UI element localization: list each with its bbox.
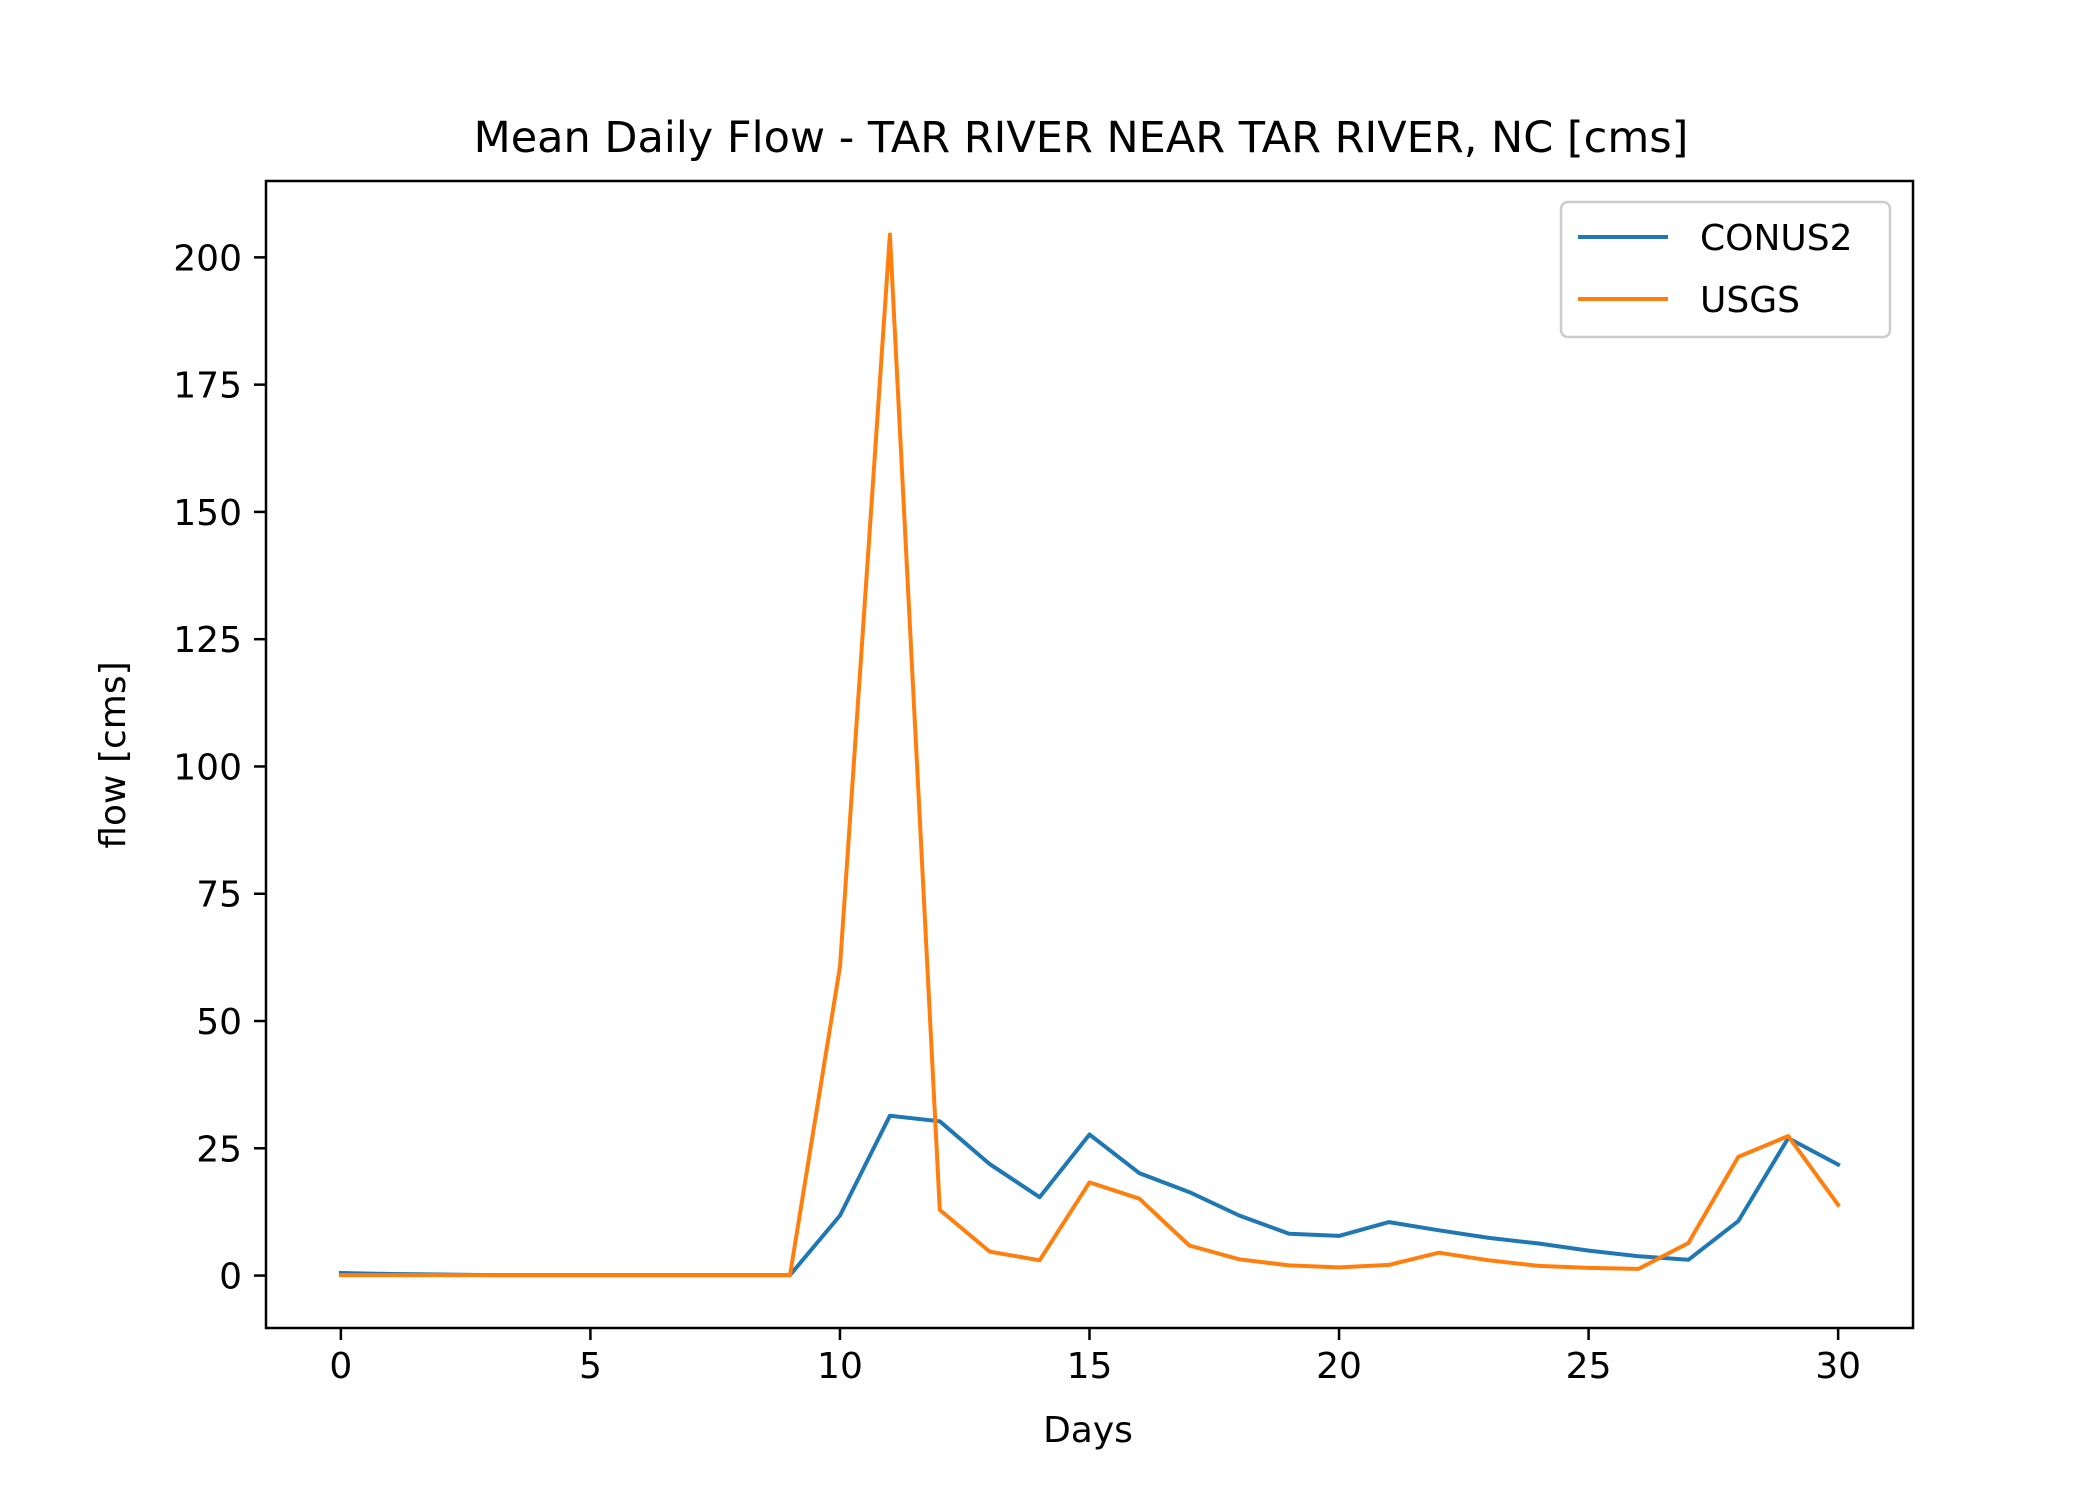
- x-tick-label: 20: [1316, 1346, 1362, 1387]
- legend: CONUS2 USGS: [1559, 200, 1892, 339]
- y-tick-label: 25: [196, 1129, 242, 1170]
- y-axis: 0 25 50 75 100 125 150 175 200: [173, 238, 266, 1298]
- y-tick-label: 75: [196, 875, 242, 916]
- legend-label-usgs: USGS: [1700, 280, 1800, 321]
- y-tick-label: 175: [173, 366, 242, 407]
- series-line-usgs: [338, 232, 1841, 1278]
- series-group: [338, 232, 1841, 1278]
- y-tick-label: 150: [173, 493, 242, 534]
- y-tick-label: 200: [173, 238, 242, 279]
- x-axis-label: Days: [1043, 1410, 1133, 1451]
- legend-label-conus2: CONUS2: [1700, 218, 1853, 259]
- y-tick-label: 50: [196, 1002, 242, 1043]
- x-tick-label: 10: [817, 1346, 863, 1387]
- x-tick-label: 15: [1067, 1346, 1113, 1387]
- chart-title: Mean Daily Flow - TAR RIVER NEAR TAR RIV…: [474, 113, 1689, 163]
- x-tick-label: 25: [1566, 1346, 1612, 1387]
- x-tick-label: 30: [1815, 1346, 1861, 1387]
- x-tick-label: 0: [329, 1346, 352, 1387]
- y-axis-label: flow [cms]: [93, 661, 134, 848]
- x-tick-label: 5: [579, 1346, 602, 1387]
- y-tick-label: 125: [173, 620, 242, 661]
- y-tick-label: 0: [219, 1257, 242, 1298]
- x-axis: 0 5 10 15 20 25 30: [329, 1328, 1861, 1387]
- y-tick-label: 100: [173, 747, 242, 788]
